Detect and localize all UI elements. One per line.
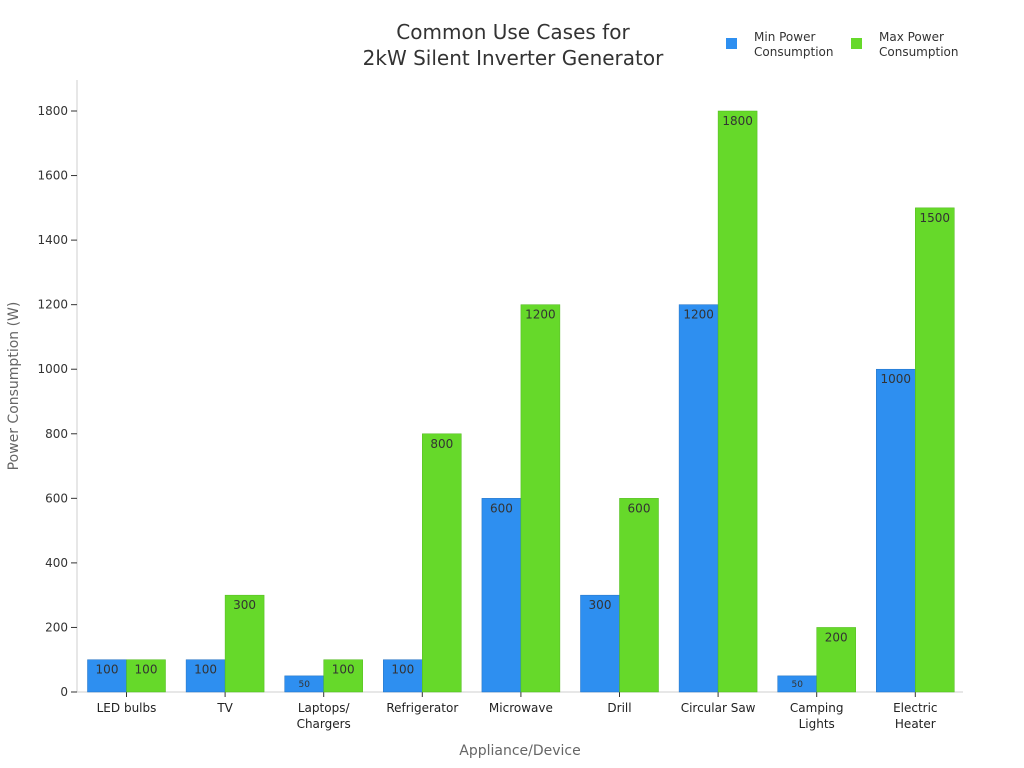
bar-max-power bbox=[816, 627, 856, 693]
bar-max-power bbox=[323, 659, 363, 693]
data-label: 100 bbox=[194, 663, 217, 677]
data-label: 600 bbox=[628, 501, 651, 515]
x-tick-label: Electric bbox=[893, 701, 937, 715]
x-tick-label: Lights bbox=[799, 717, 835, 731]
y-tick-label: 200 bbox=[45, 620, 68, 634]
data-label: 800 bbox=[430, 437, 453, 451]
x-tick-label: Camping bbox=[790, 701, 844, 715]
bar-min-power bbox=[678, 304, 719, 693]
bar-min-power bbox=[876, 368, 916, 693]
bar-max-power bbox=[915, 207, 955, 693]
y-tick-label: 0 bbox=[60, 685, 68, 699]
data-label: 100 bbox=[96, 663, 119, 677]
chart-title-line-2: 2kW Silent Inverter Generator bbox=[362, 46, 664, 70]
data-label: 300 bbox=[589, 598, 612, 612]
data-label: 100 bbox=[135, 663, 158, 677]
bar-max-power bbox=[619, 498, 659, 693]
bar-max-power bbox=[422, 433, 462, 693]
data-label: 300 bbox=[233, 598, 256, 612]
x-tick-label: Drill bbox=[607, 701, 631, 715]
data-label: 1200 bbox=[525, 308, 556, 322]
y-tick-label: 1200 bbox=[37, 298, 68, 312]
legend-swatch-min bbox=[726, 38, 737, 49]
data-label: 1000 bbox=[881, 372, 912, 386]
legend-swatch-max bbox=[851, 38, 862, 49]
bar-min-power bbox=[383, 659, 423, 693]
chart-title-line-1: Common Use Cases for bbox=[396, 20, 630, 44]
data-label: 100 bbox=[391, 663, 414, 677]
x-tick-label: Circular Saw bbox=[681, 701, 756, 715]
data-label: 50 bbox=[298, 680, 310, 690]
bar-max-power bbox=[224, 594, 265, 693]
legend-label-min-line-1: Min Power bbox=[754, 30, 816, 44]
legend-label-min-line-2: Consumption bbox=[754, 45, 834, 59]
y-tick-label: 600 bbox=[45, 491, 68, 505]
data-label: 600 bbox=[490, 501, 513, 515]
data-label: 50 bbox=[791, 680, 803, 690]
y-tick-label: 1800 bbox=[37, 104, 68, 118]
bar-min-power bbox=[481, 498, 522, 693]
bar-min-power bbox=[87, 659, 127, 693]
data-label: 1200 bbox=[683, 308, 714, 322]
data-label: 1500 bbox=[920, 211, 951, 225]
y-tick-label: 1400 bbox=[37, 233, 68, 247]
x-tick-label: LED bulbs bbox=[97, 701, 157, 715]
x-axis-label: Appliance/Device bbox=[459, 743, 581, 759]
y-tick-label: 400 bbox=[45, 556, 68, 570]
x-tick-label: Chargers bbox=[297, 717, 351, 731]
data-label: 100 bbox=[332, 663, 355, 677]
x-tick-label: Refrigerator bbox=[386, 701, 458, 715]
legend-label-max-line-2: Consumption bbox=[879, 45, 959, 59]
y-axis-label: Power Consumption (W) bbox=[6, 302, 22, 471]
x-tick-label: TV bbox=[216, 701, 233, 715]
bar-min-power bbox=[185, 659, 226, 693]
bar-max-power bbox=[126, 659, 166, 693]
x-tick-label: Laptops/ bbox=[298, 701, 351, 715]
data-label: 200 bbox=[825, 630, 848, 644]
data-label: 1800 bbox=[722, 114, 753, 128]
legend-label-max-line-1: Max Power bbox=[879, 30, 944, 44]
x-tick-label: Microwave bbox=[489, 701, 553, 715]
bar-max-power bbox=[717, 110, 758, 693]
y-tick-label: 1000 bbox=[37, 362, 68, 376]
y-tick-label: 1600 bbox=[37, 169, 68, 183]
bar-max-power bbox=[520, 304, 561, 693]
bar-min-power bbox=[580, 594, 620, 693]
x-tick-label: Heater bbox=[895, 717, 936, 731]
y-tick-label: 800 bbox=[45, 427, 68, 441]
